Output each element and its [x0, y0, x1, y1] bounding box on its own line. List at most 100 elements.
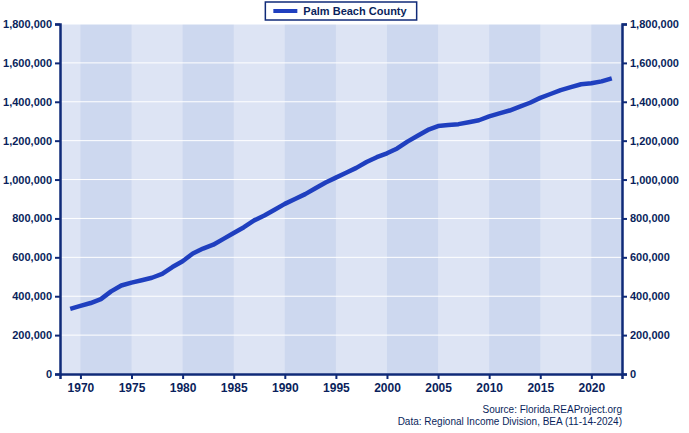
tick-label: 1,000,000: [3, 174, 52, 186]
tick-mark: [55, 296, 60, 298]
tick: 1990: [272, 374, 299, 395]
axis-line: [61, 375, 623, 380]
tick-label: 2010: [476, 381, 503, 395]
tick-label: 1,200,000: [3, 135, 52, 147]
tick-mark: [80, 374, 82, 379]
tick-mark: [131, 374, 133, 379]
tick: 1,400,000: [622, 96, 679, 108]
grid-line: [60, 62, 622, 63]
tick-label: 400,000: [12, 290, 52, 302]
tick-label: 400,000: [630, 290, 670, 302]
tick-label: 1990: [272, 381, 299, 395]
tick-mark: [55, 140, 60, 142]
tick-mark: [622, 374, 627, 376]
tick-label: 1,000,000: [630, 174, 679, 186]
tick: 1,600,000: [3, 57, 60, 69]
tick: 1,000,000: [3, 174, 60, 186]
tick-mark: [622, 179, 627, 181]
tick-mark: [55, 24, 60, 26]
tick-label: 1,600,000: [3, 57, 52, 69]
bands: [80, 24, 622, 374]
chart-svg: 1970197519801985199019952000200520102015…: [0, 0, 689, 433]
tick-label: 1,400,000: [630, 96, 679, 108]
tick-mark: [622, 296, 627, 298]
tick-label: 1,200,000: [630, 135, 679, 147]
band: [591, 24, 622, 374]
tick: 200,000: [12, 329, 60, 341]
tick: 1970: [68, 374, 95, 395]
tick-label: 0: [46, 368, 52, 380]
grid-line: [60, 296, 622, 297]
tick: 1,400,000: [3, 96, 60, 108]
tick-label: 2015: [527, 381, 554, 395]
tick: 400,000: [622, 290, 670, 302]
tick: 800,000: [622, 212, 670, 224]
tick: 2015: [527, 374, 554, 395]
tick-label: 2000: [374, 381, 401, 395]
tick: 2020: [578, 374, 605, 395]
tick-label: 0: [630, 368, 636, 380]
tick-mark: [622, 24, 627, 26]
tick: 1995: [323, 374, 350, 395]
axis-line: [623, 25, 628, 375]
tick-label: 1,800,000: [630, 18, 679, 30]
plot-background: [60, 24, 622, 374]
tick: 0: [46, 368, 60, 380]
tick-mark: [622, 257, 627, 259]
series-line: [70, 78, 612, 308]
tick: 1,200,000: [3, 135, 60, 147]
tick: 2005: [425, 374, 452, 395]
tick: 1,600,000: [622, 57, 679, 69]
tick-mark: [622, 101, 627, 103]
grid-line: [60, 218, 622, 219]
tick-label: 1985: [221, 381, 248, 395]
tick-label: 800,000: [12, 212, 52, 224]
tick-label: 2005: [425, 381, 452, 395]
band: [387, 24, 438, 374]
tick-mark: [55, 101, 60, 103]
annotation: Source: Florida.REAProject.org: [482, 404, 622, 415]
tick-mark: [233, 374, 235, 379]
tick: 0: [622, 368, 636, 380]
grid-line: [60, 179, 622, 180]
tick-mark: [55, 374, 60, 376]
tick-mark: [386, 374, 388, 379]
tick-label: 1995: [323, 381, 350, 395]
tick-mark: [622, 218, 627, 220]
tick-label: 2020: [578, 381, 605, 395]
tick: 1,800,000: [3, 18, 60, 30]
tick-label: 200,000: [12, 329, 52, 341]
tick-label: 1970: [68, 381, 95, 395]
tick: 1,200,000: [622, 135, 679, 147]
tick-label: 800,000: [630, 212, 670, 224]
tick: 200,000: [622, 329, 670, 341]
tick-mark: [182, 374, 184, 379]
tick-mark: [540, 374, 542, 379]
tick-mark: [55, 218, 60, 220]
grid-line: [60, 335, 622, 336]
annotation: Data: Regional Income Division, BEA (11-…: [398, 416, 622, 427]
tick-mark: [622, 140, 627, 142]
marks: [70, 78, 612, 308]
tick-label: 1,800,000: [3, 18, 52, 30]
tick-mark: [591, 374, 593, 379]
tick-mark: [284, 374, 286, 379]
tick-mark: [55, 257, 60, 259]
axis-line: [55, 25, 61, 375]
tick-mark: [335, 374, 337, 379]
grid: [60, 24, 622, 374]
chart-container: 1970197519801985199019952000200520102015…: [0, 0, 689, 433]
legend: Palm Beach County: [265, 2, 416, 20]
y-axis-left: 0200,000400,000600,000800,0001,000,0001,…: [3, 18, 60, 380]
band: [183, 24, 234, 374]
tick: 2010: [476, 374, 503, 395]
tick: 1985: [221, 374, 248, 395]
tick-label: 600,000: [630, 251, 670, 263]
tick: 600,000: [622, 251, 670, 263]
tick-mark: [622, 335, 627, 337]
grid-line: [60, 24, 622, 25]
tick-mark: [55, 335, 60, 337]
legend-swatch: [273, 9, 297, 13]
band: [80, 24, 131, 374]
y-axis-right: 0 200,000 400,000 600,000 800,000 1,000,000 1,…: [622, 18, 679, 380]
